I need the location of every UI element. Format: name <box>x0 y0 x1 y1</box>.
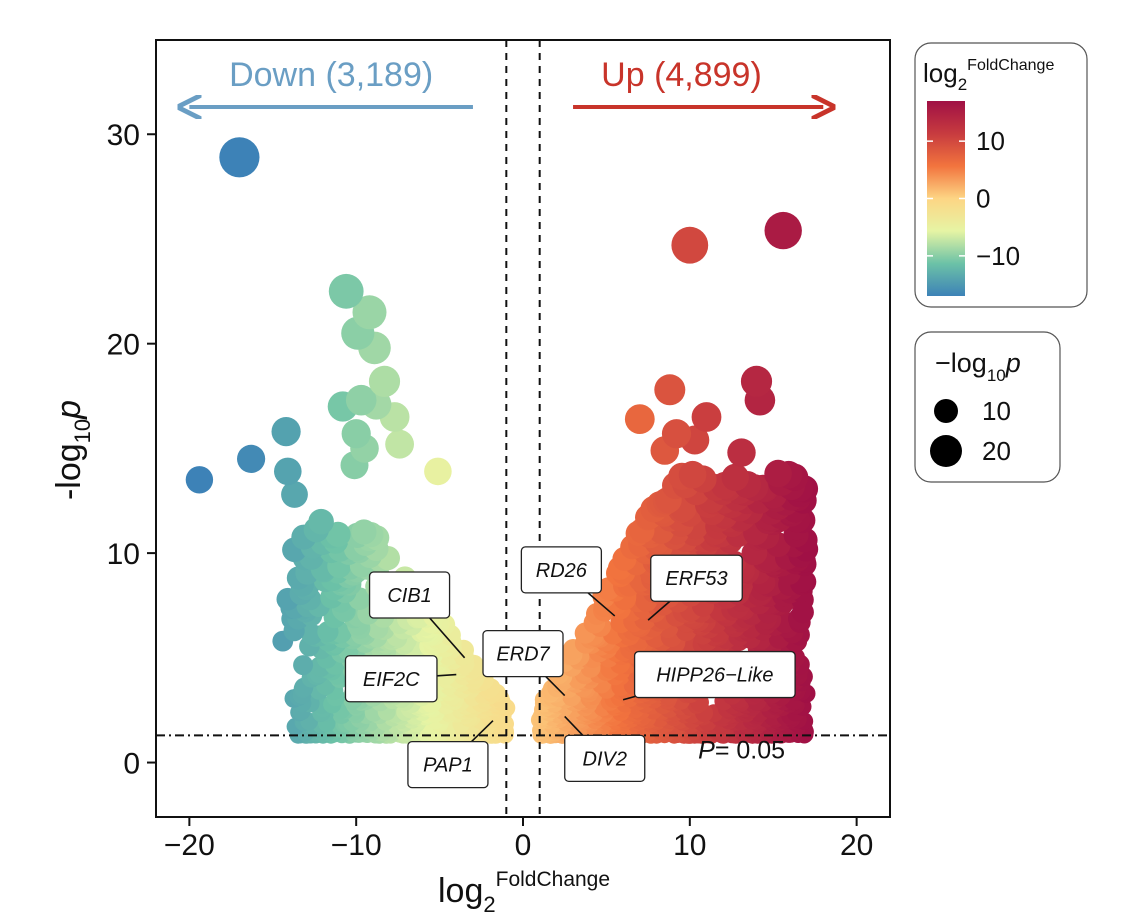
axes: −20 −10 0 10 20 0 10 20 30 <box>107 119 874 862</box>
data-point-highlight <box>727 438 756 467</box>
y-tick-label: 0 <box>123 748 140 781</box>
data-point-cloud-down <box>301 623 323 646</box>
gene-label-box <box>520 546 603 594</box>
color-legend-bar <box>927 101 965 296</box>
size-legend-dot <box>934 399 958 423</box>
data-point-highlight <box>691 402 722 432</box>
data-point-highlight <box>368 365 401 397</box>
y-axis-title-main: -log <box>50 443 88 500</box>
color-legend-title-main: log <box>923 58 958 88</box>
data-point-highlight <box>237 444 266 473</box>
size-legend-label: 20 <box>982 436 1011 466</box>
data-point-cloud-up <box>721 463 749 492</box>
data-point-highlight <box>274 457 302 486</box>
gene-label-text: ERF53 <box>665 568 727 590</box>
gene-label-text: CIB1 <box>387 585 431 607</box>
gene-label-text: HIPP26−Like <box>656 665 773 687</box>
direction-annotations: Down (3,189) Up (4,899) <box>189 56 823 107</box>
gene-label-erf53: ERF53 <box>647 554 743 621</box>
gene-label-cib1: CIB1 <box>368 571 466 659</box>
gene-label-text: PAP1 <box>423 755 473 777</box>
gene-label-erd7: ERD7 <box>482 629 566 697</box>
size-legend-dot <box>930 435 962 467</box>
data-point-highlight <box>271 417 301 447</box>
y-axis-title-var: p <box>50 400 88 420</box>
x-axis-title: log2FoldChange <box>438 868 610 917</box>
color-legend-tick-label: 0 <box>976 184 990 214</box>
p-threshold-label: P= 0.05 <box>698 736 785 764</box>
color-legend-ticks: 10 0 −10 <box>927 126 1020 271</box>
gene-label-box <box>650 554 743 602</box>
data-point-highlight <box>424 457 452 486</box>
gene-label-box <box>482 629 564 678</box>
gene-label-text: ERD7 <box>496 644 550 666</box>
gene-label-pap1: PAP1 <box>407 720 494 789</box>
color-legend-title-sup: FoldChange <box>967 57 1054 74</box>
gene-label-text: DIV2 <box>583 748 627 770</box>
gene-label-div2: DIV2 <box>564 715 646 783</box>
data-point-highlight <box>385 429 414 459</box>
gene-labels: CIB1 EIF2C PAP1 ERD7 RD26 ERF53 HIPP26−Like DIV… <box>344 546 796 789</box>
data-point-highlight <box>345 384 377 416</box>
data-point-cloud-up <box>678 460 707 489</box>
p-threshold-label-prefix: P <box>698 736 715 764</box>
x-tick-label: 0 <box>515 829 532 862</box>
x-tick-label: 10 <box>673 829 706 862</box>
data-point-highlight <box>185 466 214 494</box>
color-legend-tick-label: −10 <box>976 241 1020 271</box>
data-point-highlight <box>764 211 802 250</box>
up-count-label: Up (4,899) <box>601 56 762 94</box>
data-point-highlight <box>654 374 686 406</box>
data-point-highlight <box>219 137 260 178</box>
gene-label-text: EIF2C <box>363 669 420 691</box>
x-tick-label: −20 <box>164 829 215 862</box>
data-point-cloud-down <box>351 519 377 545</box>
data-point-highlight <box>661 419 692 449</box>
x-axis-title-sup: FoldChange <box>496 868 610 891</box>
p-threshold-label-value: = 0.05 <box>715 736 785 764</box>
size-legend-title: −log10p <box>935 348 1021 385</box>
y-axis-title: -log10p <box>50 400 95 500</box>
gene-label-eif2c: EIF2C <box>344 655 457 703</box>
size-legend-title-sub: 10 <box>987 366 1006 385</box>
gene-label-box <box>344 655 438 703</box>
down-count-label: Down (3,189) <box>229 56 433 94</box>
data-point-highlight <box>740 365 773 397</box>
y-tick-label: 30 <box>107 119 140 152</box>
data-point-highlight <box>328 273 364 309</box>
data-point-cloud-down <box>293 655 314 676</box>
x-tick-label: 20 <box>840 829 873 862</box>
gene-label-box <box>564 734 646 783</box>
color-legend-tick-label: 10 <box>976 126 1005 156</box>
y-axis-title-sub: 10 <box>70 419 95 443</box>
color-legend-title: log2FoldChange <box>923 57 1054 94</box>
gene-label-text: RD26 <box>536 560 588 582</box>
data-point-highlight <box>671 226 709 264</box>
size-legend-title-main: −log <box>935 348 987 378</box>
data-point-highlight <box>352 295 387 330</box>
gene-label-box <box>633 650 796 699</box>
threshold-lines <box>156 40 890 817</box>
gene-label-box <box>407 740 489 789</box>
x-axis-title-main: log <box>438 872 483 910</box>
gene-label-hipp26-like: HIPP26−Like <box>622 650 796 701</box>
gene-label-rd26: RD26 <box>520 546 616 617</box>
x-axis-title-sub: 2 <box>483 892 495 917</box>
color-legend-title-sub: 2 <box>958 75 967 94</box>
data-point-cloud-up <box>764 459 792 488</box>
y-tick-label: 10 <box>107 538 140 571</box>
size-legend-label: 10 <box>982 396 1011 426</box>
size-legend-title-var: p <box>1005 348 1021 378</box>
data-point-highlight <box>308 508 334 535</box>
y-tick-label: 20 <box>107 329 140 362</box>
data-point-highlight <box>341 419 371 449</box>
gene-label-box <box>368 571 451 619</box>
data-point-highlight <box>281 481 308 508</box>
x-tick-label: −10 <box>331 829 382 862</box>
data-point-highlight <box>624 404 655 434</box>
color-legend: log2FoldChange 10 0 −10 <box>914 42 1088 308</box>
